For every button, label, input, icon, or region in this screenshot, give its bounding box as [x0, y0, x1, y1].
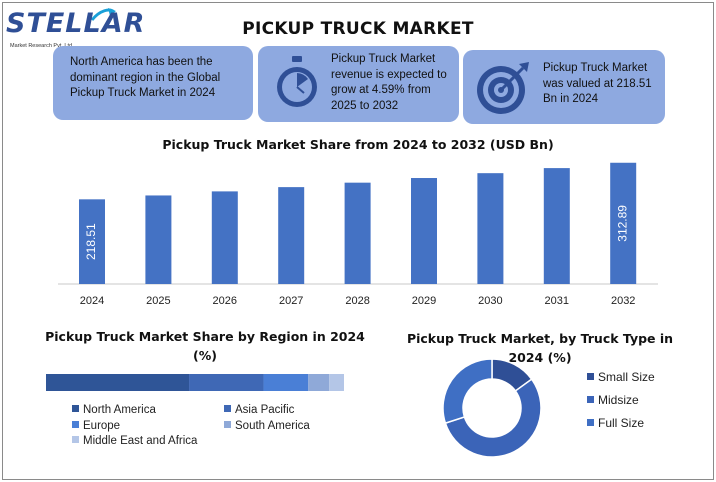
- info-card-growth: Pickup Truck Market revenue is expected …: [258, 46, 459, 122]
- bar-data-label: 312.89: [615, 205, 629, 242]
- legend-swatch: [224, 421, 231, 428]
- x-tick-label: 2029: [412, 295, 436, 307]
- logo-swoosh-icon: [90, 8, 116, 21]
- legend-label: Middle East and Africa: [83, 435, 198, 447]
- legend-label: Midsize: [598, 393, 639, 407]
- region-segment-asia-pacific: [189, 374, 264, 391]
- legend-label: Asia Pacific: [235, 404, 295, 416]
- bar-2032: [610, 162, 637, 284]
- legend-label: South America: [235, 420, 310, 432]
- region-segment-middle-east-and-africa: [329, 374, 344, 391]
- truck-type-donut: [442, 358, 542, 458]
- logo-subtext: Market Research Pvt. Ltd.: [10, 43, 74, 49]
- truck-type-chart-title: Pickup Truck Market, by Truck Type in 20…: [406, 331, 674, 365]
- bar-2028: [344, 182, 371, 284]
- info-card-text: Pickup Truck Market revenue is expected …: [331, 53, 447, 112]
- legend-swatch: [72, 436, 79, 443]
- region-segment-north-america: [46, 374, 190, 391]
- truck-type-legend-item: Midsize: [587, 393, 639, 407]
- info-card-region: North America has been the dominant regi…: [53, 46, 253, 120]
- stopwatch-icon: [277, 56, 317, 107]
- bar-2025: [145, 195, 172, 284]
- region-segment-south-america: [308, 374, 330, 391]
- bar-chart: 2024 218.51 2025 2026 2027 2028 2029 2030 2031 20…: [58, 162, 658, 307]
- legend-label: Full Size: [598, 416, 645, 430]
- region-legend-item: Middle East and Africa: [72, 435, 197, 447]
- region-segment-europe: [263, 374, 309, 391]
- bar-chart-title: Pickup Truck Market Share from 2024 to 2…: [162, 137, 554, 152]
- logo-text: STELLAR: [6, 8, 146, 39]
- legend-swatch: [72, 405, 79, 412]
- x-tick-label: 2024: [80, 295, 104, 307]
- bar-2031: [543, 168, 570, 284]
- logo: STELLAR Market Research Pvt. Ltd.: [6, 6, 144, 52]
- x-tick-label: 2027: [279, 295, 303, 307]
- region-legend-item: Asia Pacific: [224, 404, 294, 416]
- region-legend-item: Europe: [72, 420, 120, 432]
- legend-label: Europe: [83, 420, 121, 432]
- legend-swatch: [587, 373, 594, 380]
- bar-2029: [411, 178, 437, 284]
- bar-data-label: 218.51: [84, 223, 98, 260]
- info-card-text: North America has been the dominant regi…: [70, 56, 221, 99]
- donut-slice-midsize: [444, 378, 542, 458]
- bar-2027: [278, 187, 305, 284]
- legend-swatch: [72, 421, 79, 428]
- legend-swatch: [587, 419, 594, 426]
- truck-type-legend-item: Small Size: [587, 370, 655, 384]
- info-card-text: Pickup Truck Market was valued at 218.51…: [543, 62, 652, 105]
- donut-slice-full-size: [442, 358, 493, 425]
- legend-label: Small Size: [598, 370, 655, 384]
- bar-2026: [211, 191, 238, 284]
- x-tick-label: 2032: [611, 295, 635, 307]
- x-tick-label: 2028: [345, 295, 369, 307]
- bar-2030: [477, 173, 504, 284]
- x-tick-label: 2030: [478, 295, 502, 307]
- info-card-valuation: Pickup Truck Market was valued at 218.51…: [463, 50, 665, 124]
- region-stacked-bar: [46, 374, 344, 391]
- x-tick-label: 2031: [545, 295, 569, 307]
- region-chart-title: Pickup Truck Market Share by Region in 2…: [45, 329, 365, 363]
- truck-type-legend-item: Full Size: [587, 416, 644, 430]
- legend-swatch: [224, 405, 231, 412]
- target-icon: [477, 62, 529, 114]
- legend-label: North America: [83, 404, 156, 416]
- legend-swatch: [587, 396, 594, 403]
- region-legend-item: North America: [72, 404, 156, 416]
- region-legend-item: South America: [224, 420, 310, 432]
- x-tick-label: 2025: [146, 295, 170, 307]
- page-title: PICKUP TRUCK MARKET: [242, 19, 474, 39]
- x-tick-label: 2026: [213, 295, 237, 307]
- bar-2024: [79, 199, 105, 284]
